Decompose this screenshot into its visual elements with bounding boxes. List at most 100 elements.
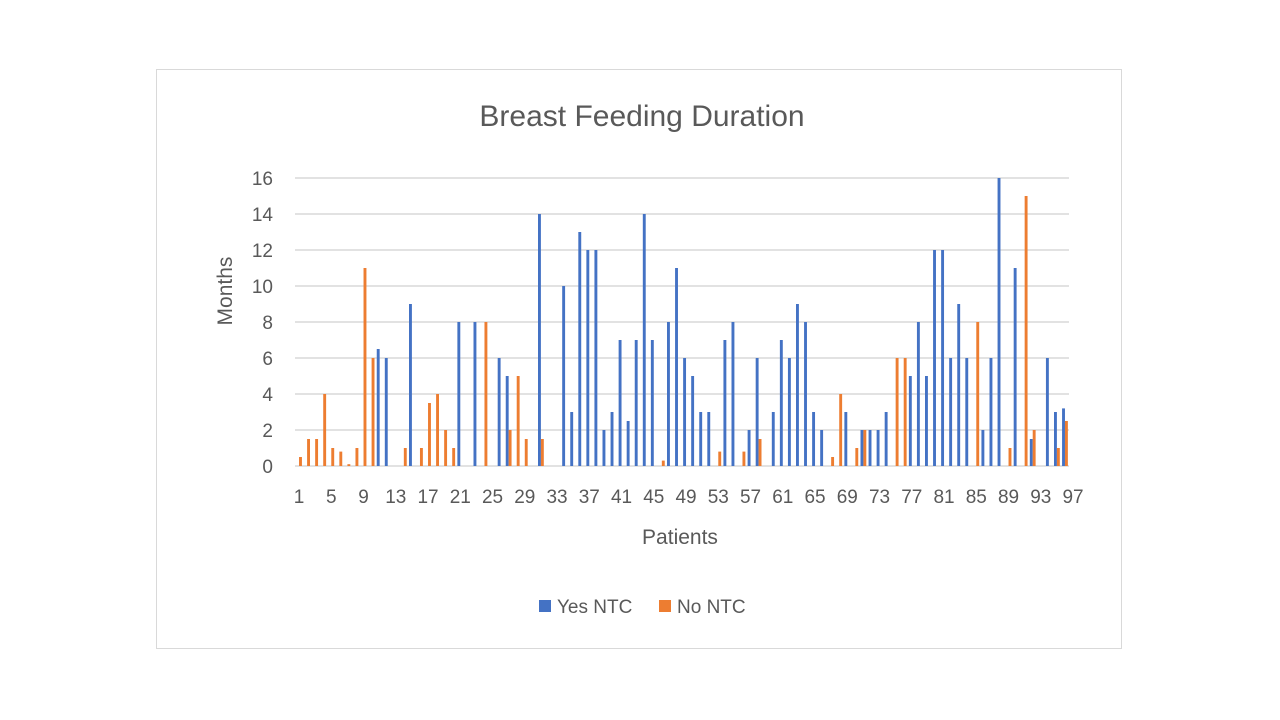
gridlines — [295, 177, 1069, 467]
y-tick-label: 0 — [262, 457, 273, 478]
bar-yes-ntc — [723, 340, 727, 466]
bar-yes-ntc — [957, 304, 961, 466]
bar-yes-ntc — [626, 421, 630, 466]
bar-yes-ntc — [602, 430, 606, 466]
bar-no-ntc — [863, 430, 867, 466]
bar-yes-ntc — [409, 304, 412, 466]
bar-no-ntc — [508, 430, 512, 466]
y-tick-label: 2 — [262, 421, 273, 442]
bar-no-ntc — [1008, 448, 1012, 466]
x-tick-label: 5 — [326, 487, 337, 508]
legend: Yes NTC No NTC — [539, 597, 746, 618]
bar-yes-ntc — [707, 412, 711, 466]
x-tick-label: 25 — [482, 487, 503, 508]
x-tick-label: 53 — [708, 487, 729, 508]
bar-no-ntc — [444, 430, 448, 466]
bar-yes-ntc — [860, 430, 864, 466]
bar-no-ntc — [419, 448, 423, 466]
bar-yes-ntc — [675, 268, 678, 466]
bar-yes-ntc — [384, 358, 388, 466]
bar-yes-ntc — [610, 412, 614, 466]
bar-no-ntc — [484, 322, 488, 466]
bar-yes-ntc — [376, 349, 380, 466]
x-tick-label: 97 — [1062, 487, 1083, 508]
y-tick-label: 10 — [252, 277, 273, 298]
bar-no-ntc — [524, 439, 528, 466]
bar-no-ntc — [403, 448, 407, 466]
bar-yes-ntc — [586, 250, 590, 466]
bar-yes-ntc — [594, 250, 598, 466]
x-tick-label: 17 — [417, 487, 438, 508]
bar-no-ntc — [976, 322, 980, 466]
bar-no-ntc — [371, 358, 375, 466]
bar-yes-ntc — [804, 322, 807, 466]
bar-no-ntc — [436, 394, 439, 466]
y-tick-label: 12 — [252, 241, 273, 262]
bar-yes-ntc — [997, 178, 1001, 466]
x-tick-label: 89 — [998, 487, 1019, 508]
bar-yes-ntc — [965, 358, 969, 466]
x-tick-label: 73 — [869, 487, 890, 508]
bar-yes-ntc — [457, 322, 461, 466]
bar-yes-ntc — [941, 250, 945, 466]
bar-yes-ntc — [876, 430, 880, 466]
x-tick-label: 1 — [294, 487, 305, 508]
bar-no-ntc — [661, 460, 665, 466]
chart-title: Breast Feeding Duration — [479, 100, 804, 133]
bar-yes-ntc — [916, 322, 920, 466]
bar-yes-ntc — [771, 412, 775, 466]
bars — [299, 178, 1068, 466]
bar-yes-ntc — [618, 340, 622, 466]
bar-yes-ntc — [868, 430, 872, 466]
bar-no-ntc — [428, 403, 431, 466]
bar-yes-ntc — [562, 286, 566, 466]
bar-yes-ntc — [908, 376, 912, 466]
bar-no-ntc — [299, 457, 302, 466]
bar-yes-ntc — [981, 430, 985, 466]
bar-yes-ntc — [755, 358, 759, 466]
bar-no-ntc — [1064, 421, 1068, 466]
bar-no-ntc — [1024, 196, 1028, 466]
bar-no-ntc — [718, 451, 722, 466]
x-tick-label: 65 — [804, 487, 825, 508]
x-tick-label: 33 — [546, 487, 567, 508]
y-axis-ticks: 0 2 4 6 8 10 12 14 16 — [252, 169, 274, 478]
bar-yes-ntc — [667, 322, 670, 466]
x-tick-label: 81 — [933, 487, 954, 508]
bar-yes-ntc — [473, 322, 477, 466]
bar-yes-ntc — [1054, 412, 1057, 466]
y-tick-label: 6 — [262, 349, 273, 370]
bar-no-ntc — [516, 376, 520, 466]
bar-yes-ntc — [1013, 268, 1017, 466]
y-tick-label: 4 — [262, 385, 273, 406]
y-tick-label: 8 — [262, 313, 273, 334]
x-tick-label: 61 — [772, 487, 793, 508]
bar-yes-ntc — [1062, 408, 1065, 466]
bar-no-ntc — [855, 448, 859, 466]
bar-yes-ntc — [925, 376, 928, 466]
y-axis-title: Months — [214, 257, 237, 326]
bar-yes-ntc — [1045, 358, 1049, 466]
bar-yes-ntc — [731, 322, 735, 466]
bar-no-ntc — [540, 439, 544, 466]
legend-label: No NTC — [677, 597, 746, 618]
bar-yes-ntc — [699, 412, 703, 466]
bar-yes-ntc — [691, 376, 695, 466]
bar-yes-ntc — [820, 430, 824, 466]
bar-yes-ntc — [787, 358, 791, 466]
x-tick-label: 69 — [837, 487, 858, 508]
bar-yes-ntc — [578, 232, 582, 466]
bar-no-ntc — [339, 451, 343, 466]
bar-no-ntc — [363, 268, 367, 466]
bar-no-ntc — [452, 448, 456, 466]
x-tick-label: 9 — [358, 487, 369, 508]
bar-yes-ntc — [747, 430, 751, 466]
bar-yes-ntc — [538, 214, 541, 466]
bar-yes-ntc — [796, 304, 799, 466]
x-tick-label: 93 — [1030, 487, 1051, 508]
bar-yes-ntc — [779, 340, 783, 466]
bar-no-ntc — [323, 394, 327, 466]
bar-yes-ntc — [570, 412, 574, 466]
x-tick-label: 41 — [611, 487, 632, 508]
